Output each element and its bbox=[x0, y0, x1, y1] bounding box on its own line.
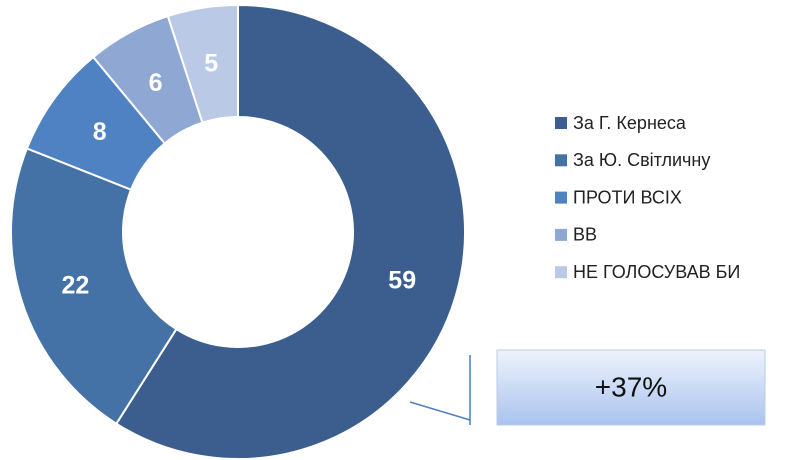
donut-slice bbox=[166, 3, 239, 124]
legend-swatch bbox=[555, 191, 567, 204]
legend-swatch bbox=[555, 154, 567, 167]
data-label: 22 bbox=[61, 271, 89, 299]
donut-slice bbox=[114, 3, 466, 460]
legend-swatch bbox=[555, 266, 567, 279]
legend-label: ПРОТИ ВСІХ bbox=[573, 187, 682, 207]
callout-line bbox=[409, 355, 471, 425]
legend-label: НЕ ГОЛОСУВАВ БИ bbox=[573, 262, 740, 282]
data-label: 8 bbox=[93, 118, 107, 146]
data-label: 5 bbox=[204, 50, 218, 78]
donut-slice bbox=[10, 147, 178, 426]
legend-label: За Ю. Світличну bbox=[573, 150, 710, 170]
data-label: 6 bbox=[149, 69, 163, 97]
legend-swatch bbox=[555, 228, 567, 241]
data-label: 59 bbox=[388, 266, 416, 294]
callout-text: +37% bbox=[595, 371, 667, 402]
callout-box bbox=[496, 349, 766, 426]
legend-label: ВВ bbox=[573, 225, 597, 245]
legend-label: За Г. Кернеса bbox=[573, 113, 687, 133]
legend-swatch bbox=[555, 117, 567, 129]
